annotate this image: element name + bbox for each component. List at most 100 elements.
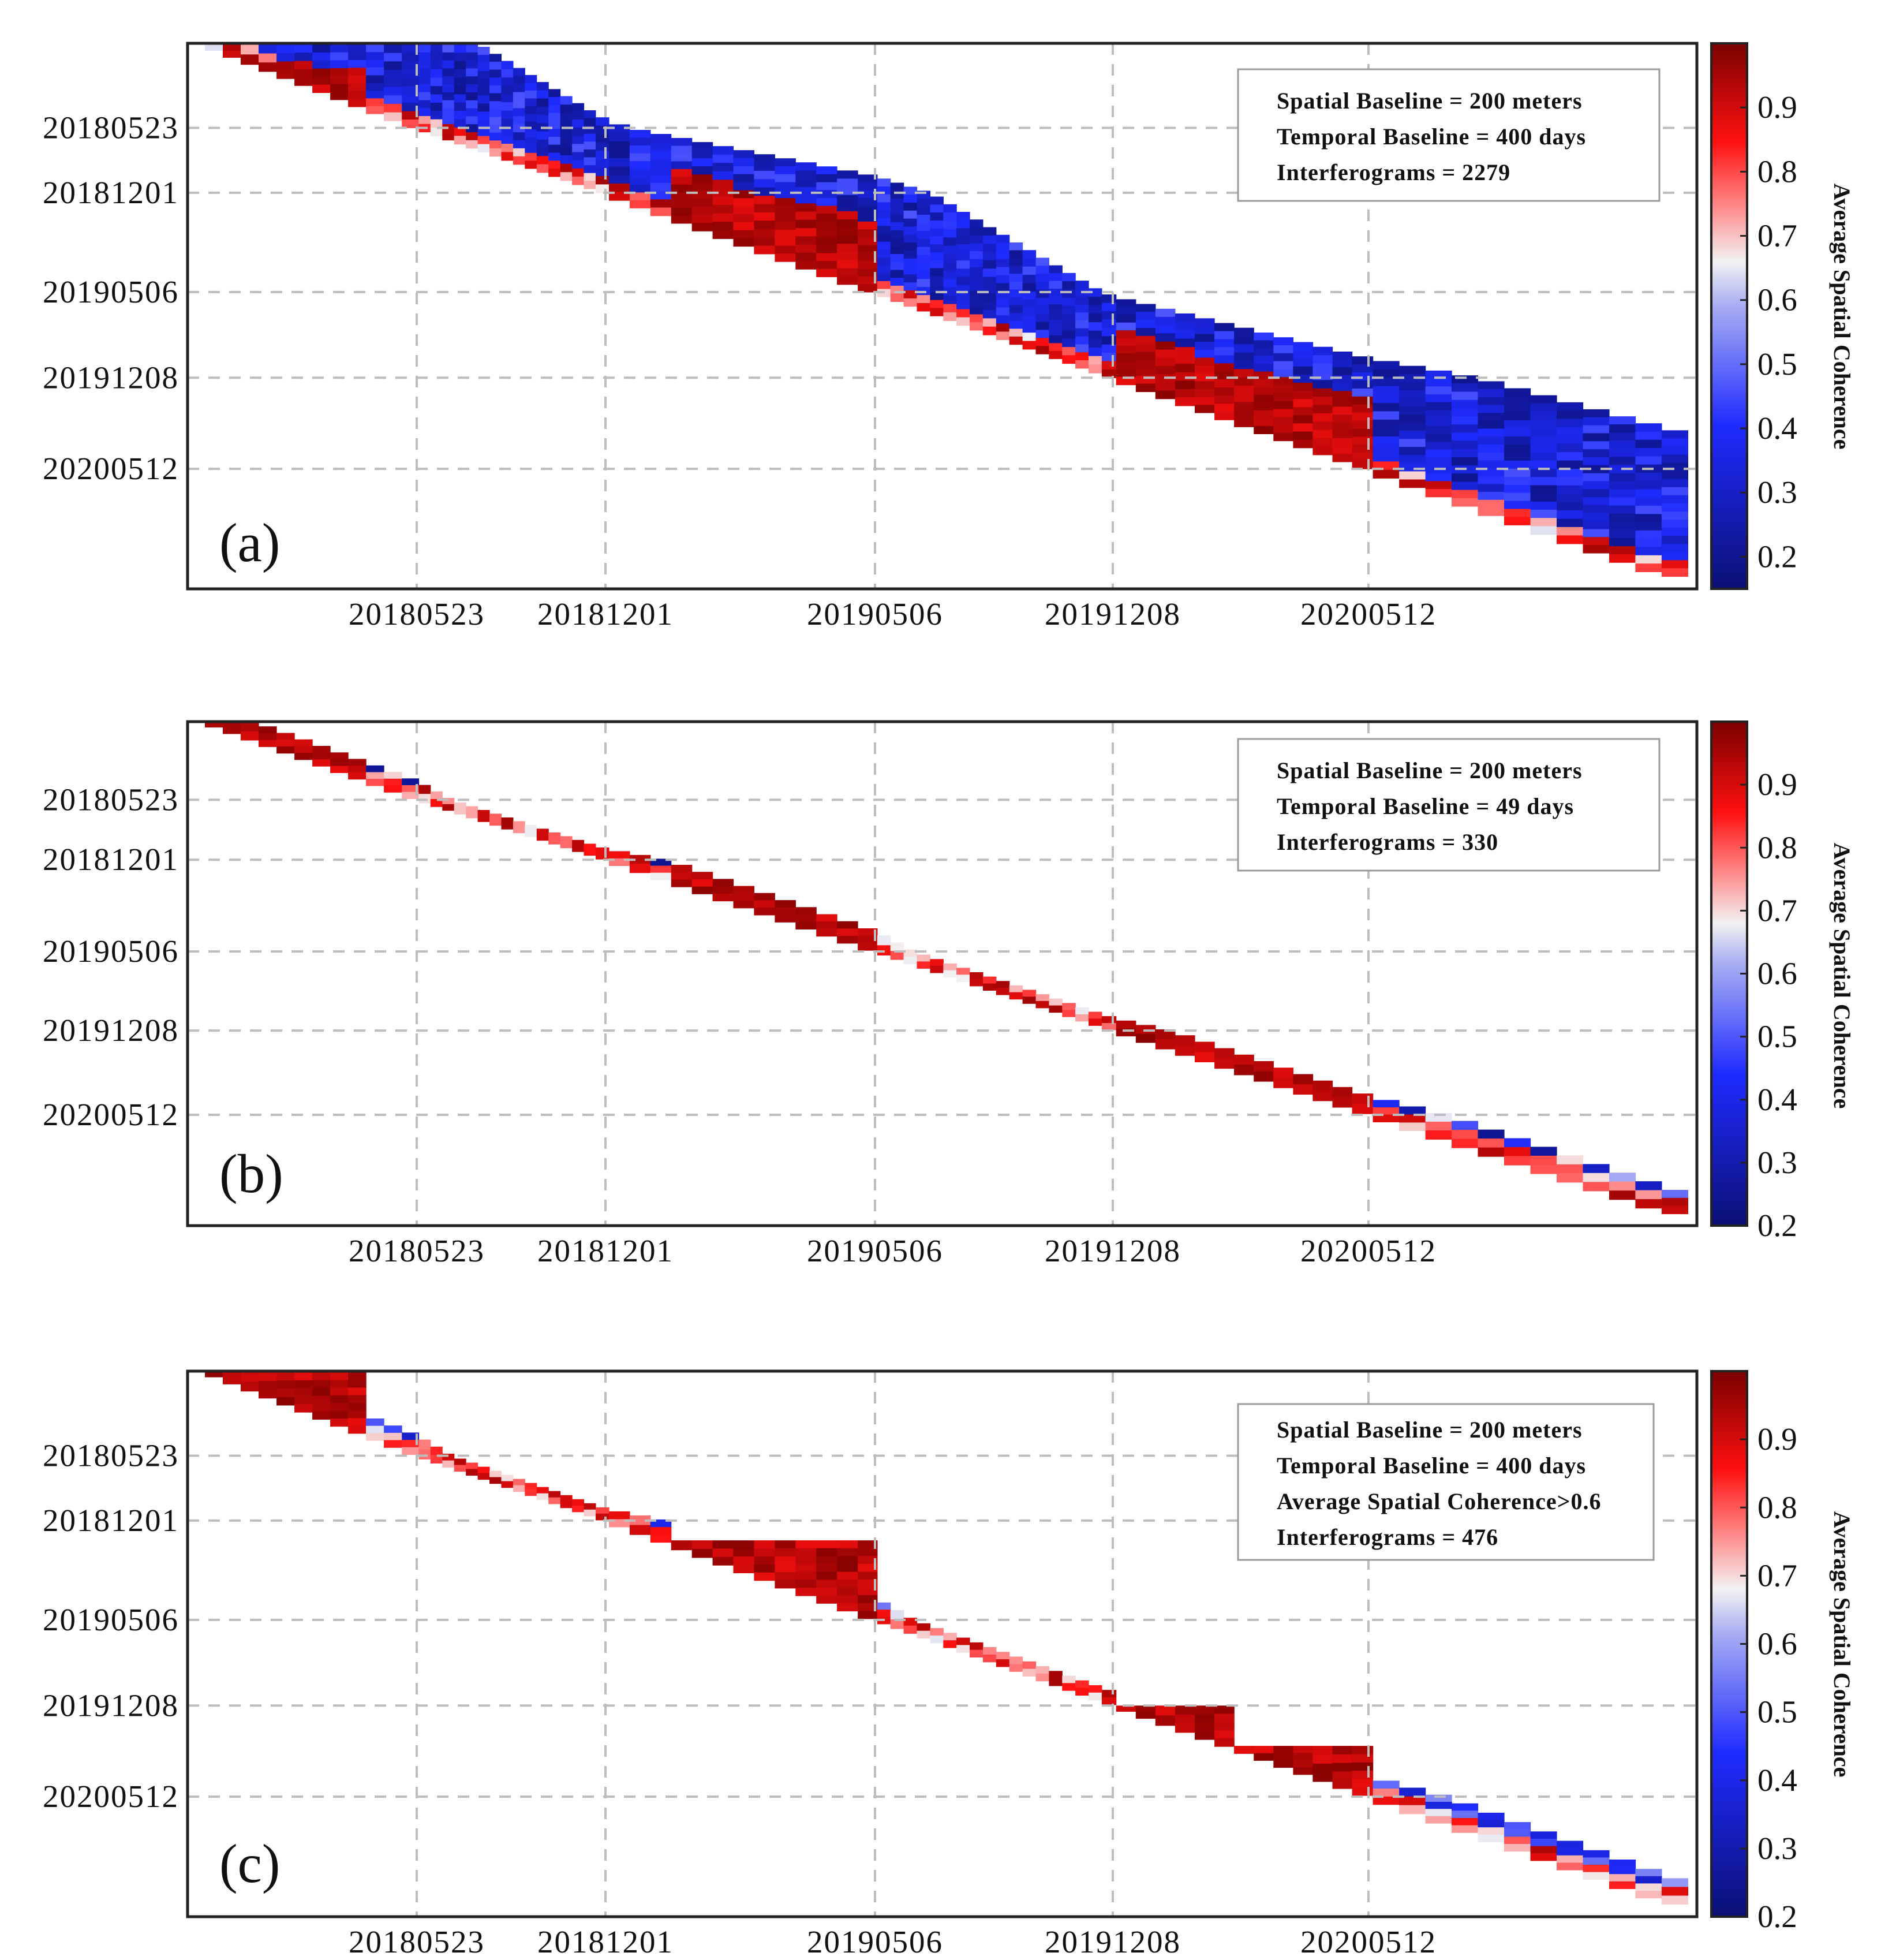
heatmap-cell bbox=[795, 170, 817, 180]
heatmap-cell bbox=[858, 206, 878, 214]
heatmap-cell bbox=[1195, 405, 1215, 413]
heatmap-cell bbox=[1609, 505, 1636, 514]
legend-line-a-1: Spatial Baseline = 200 meters bbox=[1277, 88, 1583, 114]
heatmap-cell bbox=[982, 976, 997, 984]
heatmap-cell bbox=[525, 98, 537, 107]
heatmap-cell bbox=[1175, 355, 1195, 364]
heatmap-cell bbox=[816, 206, 837, 214]
heatmap-cell bbox=[1609, 1874, 1636, 1882]
heatmap-cell bbox=[1214, 1058, 1235, 1069]
heatmap-cell bbox=[1214, 1048, 1235, 1059]
heatmap-cell bbox=[775, 900, 796, 908]
heatmap-cell bbox=[1373, 394, 1400, 404]
heatmap-cell bbox=[402, 111, 420, 120]
heatmap-cell bbox=[513, 821, 525, 834]
heatmap-cell bbox=[1661, 552, 1688, 561]
heatmap-cell bbox=[276, 1372, 295, 1381]
heatmap-cell bbox=[1332, 1754, 1353, 1764]
panel-label-b: (b) bbox=[219, 1143, 283, 1204]
heatmap-cell bbox=[1116, 377, 1136, 386]
colorbar-tick-label: 0.4 bbox=[1757, 1763, 1797, 1798]
heatmap-cell bbox=[982, 268, 997, 278]
heatmap-cell bbox=[917, 279, 930, 288]
heatmap-cell bbox=[402, 44, 420, 53]
heatmap-cell bbox=[489, 77, 502, 86]
heatmap-cell bbox=[466, 132, 478, 141]
heatmap-cell bbox=[402, 1447, 420, 1455]
heatmap-cell bbox=[1116, 299, 1136, 308]
heatmap-cell bbox=[584, 133, 596, 142]
heatmap-cell bbox=[1332, 375, 1353, 384]
heatmap-cell bbox=[442, 1460, 455, 1468]
heatmap-cell bbox=[733, 893, 754, 901]
heatmap-cell bbox=[982, 277, 997, 286]
heatmap-cell bbox=[816, 190, 837, 199]
heatmap-cell bbox=[1273, 425, 1293, 434]
heatmap-cell bbox=[996, 1652, 1010, 1660]
heatmap-cell bbox=[1661, 560, 1688, 569]
heatmap-cell bbox=[903, 274, 918, 283]
heatmap-cell bbox=[1530, 395, 1557, 404]
heatmap-cell bbox=[837, 936, 858, 944]
heatmap-cell bbox=[536, 115, 549, 124]
heatmap-cell bbox=[1155, 341, 1176, 350]
heatmap-cell bbox=[1214, 387, 1235, 396]
heatmap-cell bbox=[1504, 460, 1531, 469]
heatmap-cell bbox=[1155, 325, 1176, 334]
legend-box-b bbox=[1237, 738, 1661, 872]
heatmap-cell bbox=[671, 208, 693, 216]
heatmap-cell bbox=[1583, 473, 1610, 481]
heatmap-cell bbox=[1101, 303, 1117, 312]
heatmap-cell bbox=[890, 214, 904, 223]
heatmap-cell bbox=[466, 68, 478, 77]
heatmap-cell bbox=[294, 753, 313, 760]
heatmap-cell bbox=[816, 1571, 837, 1580]
heatmap-cell bbox=[650, 166, 672, 176]
heatmap-cell bbox=[930, 196, 944, 205]
heatmap-cell bbox=[943, 1633, 957, 1641]
heatmap-cell bbox=[1035, 266, 1049, 274]
heatmap-cell bbox=[996, 275, 1010, 284]
heatmap-cell bbox=[430, 86, 443, 95]
legend-box-a bbox=[1237, 68, 1661, 202]
heatmap-cell bbox=[1312, 446, 1333, 456]
y-tick-label: 20191208 bbox=[43, 360, 179, 395]
heatmap-cell bbox=[1557, 527, 1584, 536]
heatmap-cell bbox=[1312, 397, 1333, 406]
heatmap-cell bbox=[1425, 1809, 1452, 1817]
heatmap-cell bbox=[956, 252, 970, 261]
heatmap-cell bbox=[1116, 315, 1136, 323]
heatmap-cell bbox=[1399, 415, 1426, 423]
heatmap-cell bbox=[1116, 369, 1136, 378]
heatmap-cell bbox=[917, 247, 930, 256]
heatmap-cell bbox=[1635, 423, 1662, 432]
heatmap-cell bbox=[930, 204, 944, 213]
heatmap-cell bbox=[205, 44, 223, 51]
heatmap-cell bbox=[1089, 297, 1102, 306]
heatmap-cell bbox=[816, 197, 837, 207]
heatmap-cell bbox=[1254, 1071, 1274, 1082]
legend-box-c bbox=[1237, 1403, 1655, 1561]
heatmap-cell bbox=[877, 1602, 891, 1610]
heatmap-cell bbox=[259, 53, 277, 63]
heatmap-cell bbox=[366, 1418, 384, 1427]
heatmap-cell bbox=[477, 71, 490, 80]
heatmap-cell bbox=[1425, 386, 1452, 395]
heatmap-cell bbox=[525, 152, 537, 161]
heatmap-cell bbox=[1557, 410, 1584, 420]
heatmap-cell bbox=[548, 144, 561, 154]
heatmap-cell bbox=[501, 61, 514, 70]
heatmap-cell bbox=[442, 798, 455, 805]
heatmap-cell bbox=[1035, 1000, 1049, 1009]
x-tick-label: 20191208 bbox=[1045, 1924, 1181, 1959]
heatmap-cell bbox=[1583, 425, 1610, 434]
heatmap-cell bbox=[858, 214, 878, 222]
heatmap-cell bbox=[1583, 1857, 1610, 1865]
heatmap-cell bbox=[525, 160, 537, 169]
heatmap-cell bbox=[956, 975, 970, 982]
legend-line-a-2: Temporal Baseline = 400 days bbox=[1277, 124, 1586, 150]
heatmap-cell bbox=[1425, 394, 1452, 403]
heatmap-cell bbox=[1214, 347, 1235, 356]
heatmap-cell bbox=[1478, 428, 1505, 437]
heatmap-cell bbox=[858, 1611, 878, 1619]
